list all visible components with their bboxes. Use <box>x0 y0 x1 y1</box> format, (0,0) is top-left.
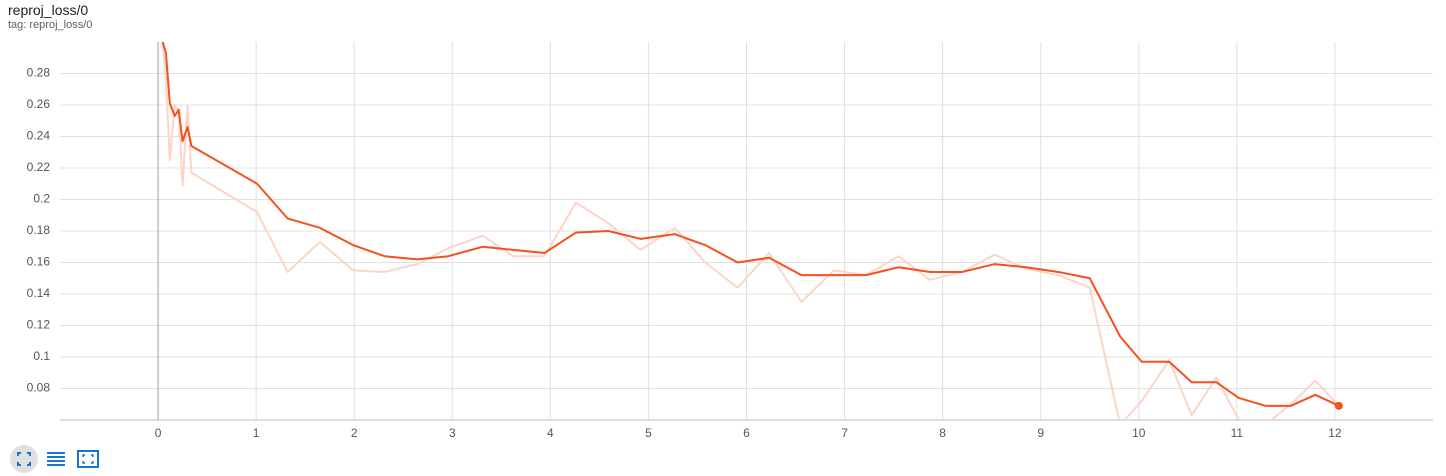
plot <box>161 42 1340 420</box>
x-tick-label: 0 <box>155 426 162 440</box>
y-tick-label: 0.24 <box>27 129 51 143</box>
x-tick-label: 7 <box>841 426 848 440</box>
x-tick-label: 8 <box>939 426 946 440</box>
data-toggle-button[interactable] <box>42 445 70 473</box>
y-tick-label: 0.22 <box>27 160 51 174</box>
y-tick-label: 0.2 <box>33 192 50 206</box>
x-tick-label: 2 <box>351 426 358 440</box>
x-tick-label: 11 <box>1231 426 1244 440</box>
x-tick-label: 9 <box>1037 426 1044 440</box>
fullscreen-button[interactable] <box>10 445 38 473</box>
fullscreen-icon <box>17 452 31 466</box>
x-tick-label: 1 <box>253 426 260 440</box>
y-tick-label: 0.16 <box>27 255 51 269</box>
chart-subtitle: tag: reproj_loss/0 <box>8 19 93 31</box>
y-tick-label: 0.28 <box>27 66 51 80</box>
list-icon <box>47 452 65 466</box>
y-tick-label: 0.12 <box>27 318 51 332</box>
x-tick-label: 4 <box>547 426 554 440</box>
y-tick-label: 0.18 <box>27 223 51 237</box>
last-point <box>1334 401 1343 410</box>
y-tick-label: 0.26 <box>27 97 51 111</box>
series-line <box>161 42 1340 407</box>
y-tick-label: 0.1 <box>33 349 50 363</box>
chart: 0.08 0.1 0.12 0.14 0.16 0.18 0.2 0.22 0.24 0.26 0.… <box>27 42 1433 440</box>
x-tick-label: 5 <box>645 426 652 440</box>
x-tick-label: 3 <box>449 426 456 440</box>
x-tick-label: 10 <box>1132 426 1146 440</box>
y-tick-label: 0.08 <box>27 381 51 395</box>
chart-title: reproj_loss/0 <box>8 2 89 18</box>
x-tick-label: 12 <box>1328 426 1342 440</box>
x-tick-label: 6 <box>743 426 750 440</box>
fit-domain-button[interactable] <box>74 445 102 473</box>
y-tick-label: 0.14 <box>27 286 51 300</box>
fit-icon <box>77 450 99 468</box>
series-line <box>161 42 1340 420</box>
grid <box>60 42 1433 421</box>
